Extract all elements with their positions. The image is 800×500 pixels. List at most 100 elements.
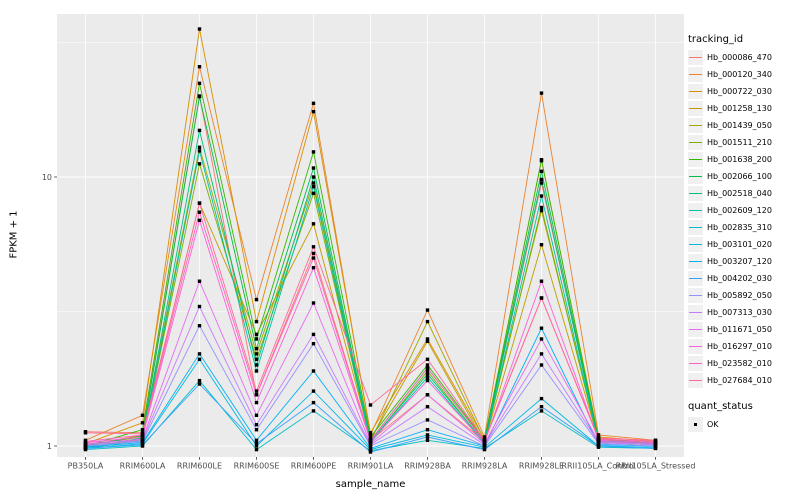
x-tick-label: RRIM600LE (177, 462, 222, 471)
data-point (140, 432, 145, 436)
data-point (425, 433, 430, 437)
legend-title-quant-status: quant_status (688, 401, 753, 412)
data-point (254, 438, 259, 442)
legend-label: Hb_011671_050 (707, 325, 772, 334)
data-point (425, 308, 430, 312)
data-point (311, 101, 316, 105)
data-point (83, 431, 88, 435)
data-point (596, 444, 601, 448)
legend-item: Hb_000722_030 (688, 84, 798, 99)
data-point (368, 446, 373, 451)
data-point (539, 169, 544, 173)
series-color-line (689, 90, 702, 93)
data-point (311, 175, 316, 179)
legend-key-line-icon (688, 67, 703, 82)
data-point (368, 450, 373, 454)
data-point (254, 363, 259, 367)
data-point (311, 266, 316, 270)
data-point (425, 378, 430, 383)
data-point (311, 150, 316, 154)
series-color-line (689, 311, 702, 314)
legend-item: Hb_001258_130 (688, 101, 798, 116)
legend-label: Hb_000086_470 (707, 53, 772, 62)
series-color-line (689, 226, 702, 229)
data-point (425, 369, 430, 373)
data-point (254, 297, 259, 302)
legend-item: Hb_011671_050 (688, 322, 798, 337)
data-point (425, 363, 430, 367)
data-point (425, 418, 430, 422)
x-tick-label: PB350LA (68, 462, 104, 471)
data-point (311, 409, 316, 413)
data-point (425, 438, 430, 442)
series-color-line (689, 141, 702, 144)
data-point (539, 409, 544, 413)
legend-label: Hb_027684_010 (707, 376, 772, 385)
data-point (539, 279, 544, 283)
x-tick-label: RRIM600PE (291, 462, 337, 471)
square-point-icon (688, 417, 703, 432)
data-point (368, 442, 373, 446)
legend-key-line-icon (688, 101, 703, 116)
data-point (425, 357, 430, 361)
data-point (368, 435, 373, 439)
legend-item: Hb_002518_040 (688, 186, 798, 201)
data-point (368, 431, 373, 435)
data-point (425, 319, 430, 324)
data-point (539, 405, 544, 409)
data-point (539, 326, 544, 330)
data-point (368, 433, 373, 437)
series-color-line (689, 294, 702, 297)
x-tick-label: RRII105LA_Stressed (616, 462, 696, 471)
x-tick-label: RRIM901LA (348, 462, 394, 471)
x-axis-title: sample_name (335, 479, 406, 490)
data-point (653, 446, 658, 451)
legend-key-line-icon (688, 237, 703, 252)
legend-label: Hb_003207_120 (707, 257, 772, 266)
quant-status-label: OK (707, 420, 719, 429)
data-point (311, 301, 316, 305)
legend-label: Hb_001638_200 (707, 155, 772, 164)
series-color-line (689, 192, 702, 195)
data-point (425, 366, 430, 370)
data-point (425, 435, 430, 439)
legend-key-line-icon (688, 254, 703, 269)
data-point (539, 208, 544, 213)
legend-item: Hb_003101_020 (688, 237, 798, 252)
data-point (482, 435, 487, 439)
legend-item: Hb_001511_210 (688, 135, 798, 150)
legend-label: Hb_002835_310 (707, 223, 772, 232)
x-tick-label: RRIM928LE (519, 462, 564, 471)
data-point (254, 393, 259, 397)
legend-item: Hb_007313_030 (688, 305, 798, 320)
data-point (311, 251, 316, 256)
data-point (425, 339, 430, 343)
data-point (140, 443, 145, 447)
data-point (197, 128, 202, 133)
data-point (140, 428, 145, 432)
data-point (539, 337, 544, 341)
data-point (254, 337, 259, 341)
data-point (197, 357, 202, 361)
series-color-line (689, 243, 702, 246)
legend-label: Hb_016297_010 (707, 342, 772, 351)
legend-key-line-icon (688, 322, 703, 337)
series-color-line (689, 175, 702, 178)
data-point (254, 447, 259, 452)
x-tick-label: RRIM600SE (234, 462, 280, 471)
y-tick-label: 10 (42, 173, 52, 182)
series-color-line (689, 345, 702, 348)
legend-key-line-icon (688, 220, 703, 235)
data-point (254, 442, 259, 446)
data-point (197, 145, 202, 149)
data-point (311, 185, 316, 189)
data-point (83, 439, 88, 444)
data-point (539, 243, 544, 247)
legend-key-line-icon (688, 169, 703, 184)
legend-key-line-icon (688, 356, 703, 371)
series-color-line (689, 362, 702, 365)
legend-item: Hb_002609_120 (688, 203, 798, 218)
